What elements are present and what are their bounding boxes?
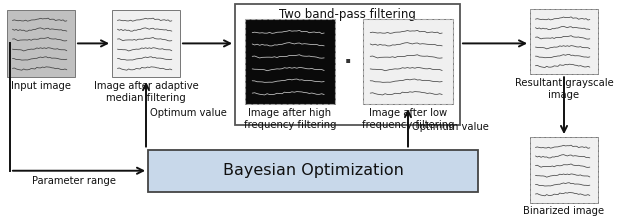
Text: ·: · [343,52,352,72]
Bar [112,10,180,77]
Bar [530,137,598,202]
Bar [530,137,598,202]
Bar [245,19,335,104]
Bar [148,150,478,192]
Text: Resultant grayscale
image: Resultant grayscale image [515,78,613,100]
Bar [530,9,598,74]
Text: Parameter range: Parameter range [32,176,116,186]
Text: Image after high
frequency filtering: Image after high frequency filtering [244,108,336,130]
Bar [363,19,453,104]
Text: Image after low
frequency filtering: Image after low frequency filtering [362,108,454,130]
Bar [530,9,598,74]
Bar [235,4,460,125]
Text: Image after adaptive
median filtering: Image after adaptive median filtering [93,81,198,103]
Text: Bayesian Optimization: Bayesian Optimization [223,163,403,178]
Text: Two band-pass filtering: Two band-pass filtering [279,8,416,21]
Text: Input image: Input image [11,81,71,91]
Text: Optimum value: Optimum value [150,108,227,118]
Text: Binarized image: Binarized image [524,206,605,216]
Bar [363,19,453,104]
Bar [7,10,75,77]
Text: Optimum value: Optimum value [412,122,489,132]
Bar [245,19,335,104]
